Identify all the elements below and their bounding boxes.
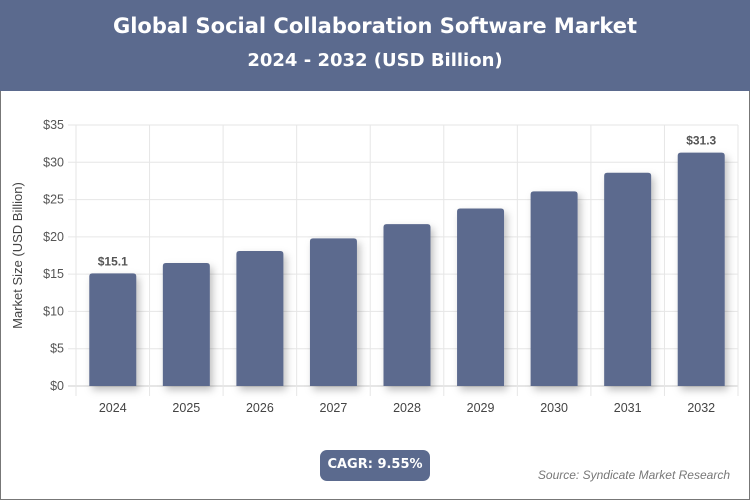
bar — [604, 172, 652, 386]
bar — [677, 152, 725, 386]
cagr-badge: CAGR: 9.55% — [320, 450, 430, 481]
bar — [383, 224, 431, 386]
y-tick-label: $30 — [43, 155, 64, 169]
data-label: $31.3 — [686, 134, 716, 148]
chart-header: Global Social Collaboration Software Mar… — [0, 0, 750, 91]
x-tick-label: 2027 — [320, 401, 348, 415]
chart-subtitle: 2024 - 2032 (USD Billion) — [247, 50, 503, 71]
bar — [236, 251, 284, 386]
y-axis-label: Market Size (USD Billion) — [10, 182, 25, 329]
x-tick-label: 2030 — [540, 401, 568, 415]
data-label: $15.1 — [98, 254, 128, 268]
y-tick-label: $35 — [43, 118, 64, 132]
x-tick-label: 2029 — [467, 401, 495, 415]
x-tick-label: 2025 — [172, 401, 200, 415]
bar — [89, 273, 137, 386]
y-tick-label: $5 — [50, 342, 64, 356]
y-tick-label: $0 — [50, 379, 64, 393]
x-tick-label: 2031 — [614, 401, 642, 415]
x-tick-label: 2032 — [687, 401, 715, 415]
bar — [530, 191, 578, 386]
bar — [309, 238, 357, 386]
bar — [457, 208, 505, 386]
chart-title: Global Social Collaboration Software Mar… — [112, 14, 638, 38]
y-tick-label: $20 — [43, 230, 64, 244]
x-tick-label: 2024 — [99, 401, 127, 415]
bar — [162, 262, 210, 386]
x-tick-label: 2026 — [246, 401, 274, 415]
source-note: Source: Syndicate Market Research — [537, 468, 730, 482]
x-tick-label: 2028 — [393, 401, 421, 415]
y-tick-label: $15 — [43, 267, 64, 281]
y-tick-label: $25 — [43, 193, 64, 207]
y-tick-label: $10 — [43, 304, 64, 318]
